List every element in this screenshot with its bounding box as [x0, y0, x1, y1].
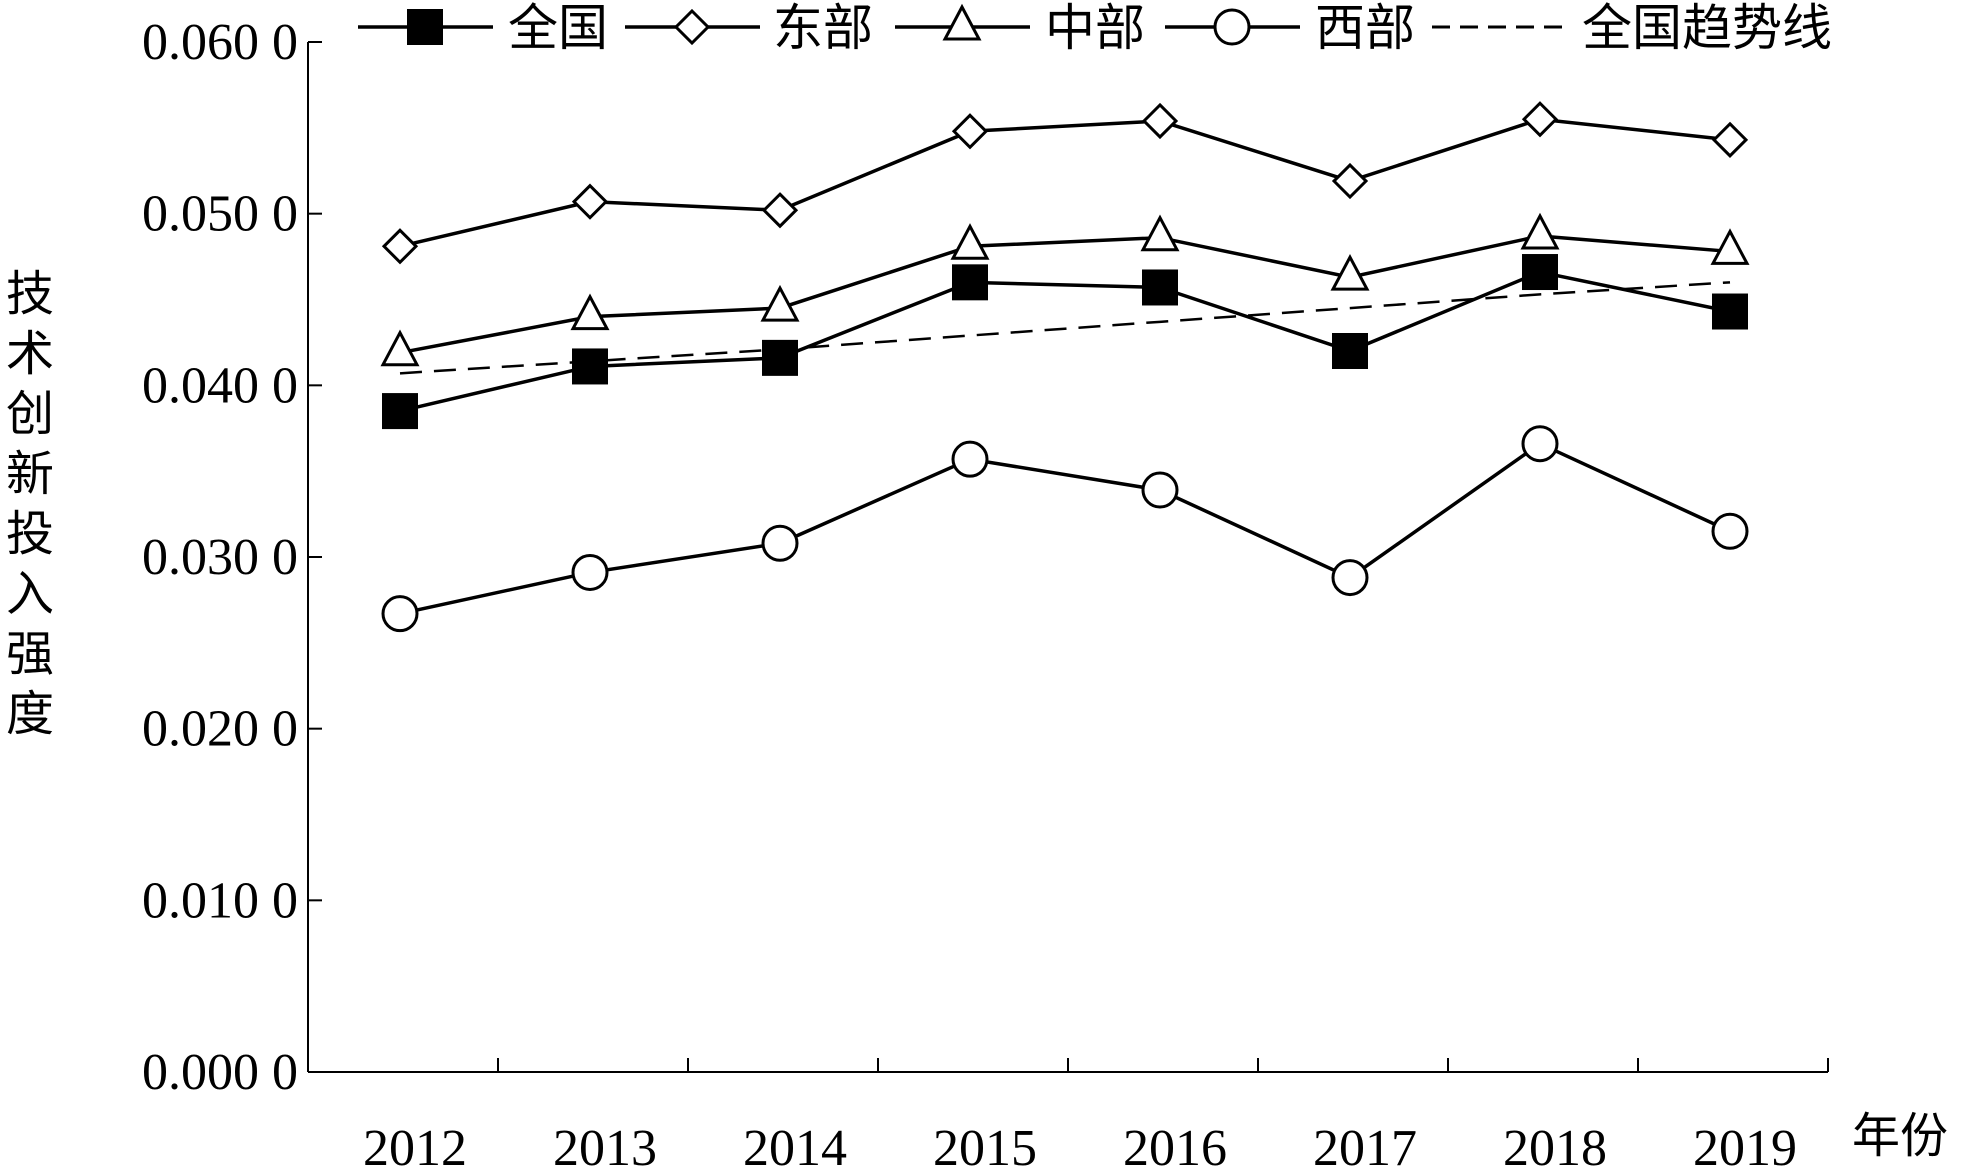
series-line: [399, 117, 1731, 248]
y-tick-label: 0.040 0: [142, 357, 298, 414]
series-0: [382, 254, 1748, 430]
x-tick-label: 2017: [1313, 1120, 1417, 1169]
y-tick-label: 0.030 0: [142, 529, 298, 586]
x-tick-label: 2018: [1503, 1120, 1607, 1169]
data-point: [1712, 293, 1748, 330]
x-axis-title: 年份: [1852, 1108, 1948, 1164]
data-point: [1141, 471, 1179, 509]
data-point: [1520, 212, 1560, 250]
series-line: [399, 281, 1731, 375]
series-4: [399, 281, 1731, 375]
data-point: [1522, 254, 1558, 291]
y-tick-label: 0.020 0: [142, 701, 298, 758]
data-point: [761, 524, 799, 562]
legend-label: 东部: [773, 0, 873, 57]
y-tick-label: 0.060 0: [142, 14, 298, 71]
data-point: [571, 183, 609, 220]
data-point: [381, 228, 419, 265]
x-tick-label: 2014: [743, 1120, 847, 1169]
x-tick-label: 2012: [363, 1120, 467, 1169]
data-point: [571, 553, 609, 591]
data-point: [1711, 512, 1749, 550]
legend-marker: [407, 9, 443, 45]
data-point: [1711, 121, 1749, 158]
y-tick-label: 0.000 0: [142, 1044, 298, 1101]
data-point: [762, 339, 798, 376]
data-point: [570, 293, 610, 331]
series-layer: [380, 101, 1750, 633]
series-line: [399, 441, 1731, 616]
x-tick-label: 2015: [933, 1120, 1037, 1169]
legend-label: 西部: [1315, 0, 1415, 57]
legend-item: 中部: [895, 0, 1145, 57]
series-1: [381, 101, 1749, 265]
x-tick-label: 2013: [553, 1120, 657, 1169]
data-point: [1331, 559, 1369, 597]
data-point: [1710, 228, 1750, 265]
data-point: [1141, 102, 1179, 140]
data-point: [950, 223, 990, 260]
data-point: [1332, 333, 1368, 369]
legend: 全国 东部 中部 西部 全国趋势线: [358, 0, 1832, 57]
data-point: [1521, 425, 1559, 463]
legend-item: 西部: [1165, 0, 1415, 57]
data-point: [380, 329, 420, 367]
legend-item: 全国趋势线: [1432, 0, 1832, 57]
series-line: [399, 270, 1731, 413]
x-tick-label: 2019: [1693, 1120, 1797, 1169]
data-point: [572, 348, 608, 385]
y-tick-label: 0.050 0: [142, 186, 298, 243]
data-point: [381, 595, 419, 633]
data-point: [1331, 162, 1369, 200]
y-axis-title: 技术创新投入强度: [6, 266, 54, 742]
legend-marker: [942, 3, 982, 41]
data-point: [1521, 101, 1559, 138]
axes: 0.000 0 0.010 0 0.020 0 0.030 0 0.040 0 0.050…: [142, 14, 1829, 1169]
legend-item: 全国: [358, 0, 608, 57]
data-point: [1330, 253, 1370, 291]
series-line: [399, 234, 1731, 355]
legend-label: 全国趋势线: [1582, 0, 1832, 57]
data-point: [951, 113, 989, 150]
x-tick-label: 2016: [1123, 1120, 1227, 1169]
series-2: [380, 212, 1750, 367]
data-point: [761, 192, 799, 229]
legend-label: 中部: [1045, 0, 1145, 57]
data-point: [951, 440, 989, 478]
legend-marker: [673, 8, 711, 46]
y-tick-label: 0.010 0: [142, 872, 298, 929]
legend-marker: [1213, 8, 1251, 46]
data-point: [1142, 269, 1178, 306]
legend-item: 东部: [625, 0, 873, 57]
data-point: [1140, 214, 1180, 252]
legend-label: 全国: [508, 0, 608, 57]
series-3: [381, 425, 1749, 633]
data-point: [760, 284, 800, 322]
data-point: [952, 264, 988, 301]
data-point: [382, 393, 418, 430]
